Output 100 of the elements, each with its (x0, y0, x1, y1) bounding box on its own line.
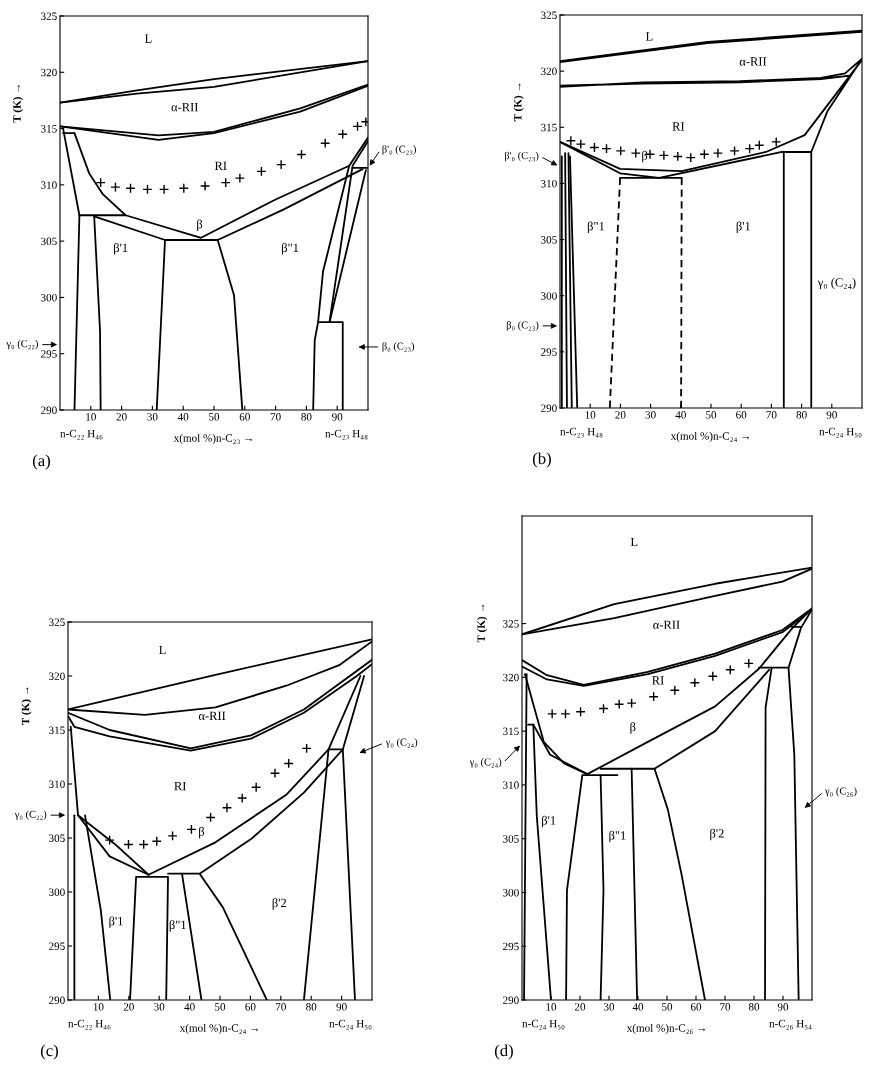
y-tick-label: 310 (541, 179, 557, 188)
text: γ₀ (C₂₂) (6, 339, 38, 350)
annotation: β'2 (272, 898, 287, 910)
annotation: β (199, 826, 205, 839)
y-tick-label: 290 (541, 404, 557, 412)
x-axis-title: x(mol %)n-C₂₃ → (173, 433, 253, 445)
annotation: β (197, 219, 203, 231)
y-tick-label: 295 (49, 942, 65, 950)
annotation: α-RII (653, 620, 680, 629)
x-tick-label: 50 (706, 411, 717, 419)
text: β'₀ (C₂₃) (382, 145, 416, 155)
x-axis-title: x(mol %)n-C₂₄ → (179, 1023, 259, 1035)
x-tick-label: 70 (270, 413, 281, 421)
x-tick-label: 90 (777, 1003, 789, 1011)
x-tick-label: 80 (306, 1003, 317, 1011)
text: n-C₂₄ H₅₀ (522, 1019, 565, 1030)
text: γ₀ (C₂₄) (469, 758, 502, 768)
x-tick-label: 50 (215, 1003, 226, 1011)
text: (a) (32, 454, 50, 470)
x-tick-label: 30 (603, 1003, 615, 1011)
x-tick-label: 30 (154, 1003, 165, 1011)
y-tick-label: 310 (49, 780, 65, 788)
y-tick-label: 320 (41, 68, 57, 77)
x-tick-label: 30 (147, 413, 158, 421)
text: n-C₂₂ H₄₆ (68, 1019, 111, 1030)
y-tick-label: 315 (503, 727, 519, 736)
text: γ₀ (C₂₄) (385, 738, 418, 748)
x-tick-label: 40 (675, 411, 686, 419)
y-tick-label: 310 (41, 181, 57, 189)
x-tick-label: 60 (239, 413, 250, 421)
y-tick-label: 320 (541, 67, 557, 76)
x-tick-label: 40 (632, 1003, 644, 1011)
annotation: RI (672, 122, 685, 131)
y-axis-title: T (K) → (477, 604, 488, 643)
text: n-C₂₃ H₄₈ (325, 429, 368, 440)
x-tick-label: 10 (93, 1003, 104, 1011)
x-tick-label: 60 (736, 411, 747, 419)
x-tick-label: 70 (720, 1003, 731, 1011)
y-tick-label: 315 (49, 726, 65, 734)
text: β'₀ (C₂₃) (504, 151, 539, 162)
text: (b) (532, 452, 551, 468)
x-tick-label: 70 (275, 1003, 286, 1011)
annotation: β'1 (109, 916, 123, 928)
text: β₀ (C₂₃) (382, 342, 415, 352)
y-tick-label: 295 (503, 942, 519, 951)
x-tick-label: 60 (690, 1003, 702, 1011)
text: (c) (40, 1044, 58, 1060)
annotation: γ₀ (C₂₄) (817, 277, 856, 290)
y-tick-label: 300 (503, 888, 519, 897)
x-tick-label: 20 (116, 413, 127, 421)
annotation: β"1 (587, 221, 605, 233)
text: n-C₂₄ H₅₀ (329, 1019, 372, 1030)
annotation: RI (652, 676, 664, 685)
annotation: α-RII (198, 711, 226, 721)
x-tick-label: 10 (546, 1003, 557, 1011)
y-tick-label: 305 (49, 834, 65, 842)
text: n-C₂₃ H₄₈ (560, 427, 603, 438)
x-tick-label: 90 (332, 413, 343, 421)
y-axis-title: T (K) → (21, 687, 32, 725)
x-tick-label: 30 (645, 411, 656, 419)
y-tick-label: 300 (49, 888, 65, 896)
y-tick-label: 300 (41, 293, 57, 302)
x-tick-label: 90 (336, 1003, 347, 1011)
annotation: β'2 (710, 828, 724, 841)
annotation: β"1 (282, 243, 299, 255)
text: (d) (494, 1044, 513, 1060)
text: β₀ (C₂₃) (506, 321, 539, 331)
y-tick-label: 325 (503, 620, 519, 628)
annotation: β'1 (736, 221, 750, 233)
y-tick-label: 305 (41, 237, 57, 246)
annotation: β (630, 722, 636, 734)
y-tick-label: 305 (503, 835, 519, 843)
text: n-C₂₄ H₅₀ (819, 427, 862, 438)
x-tick-label: 20 (615, 411, 626, 419)
y-tick-label: 290 (49, 996, 65, 1004)
y-tick-label: 295 (41, 350, 57, 358)
x-tick-label: 60 (245, 1003, 256, 1011)
y-tick-label: 290 (41, 406, 57, 414)
x-tick-label: 80 (796, 411, 807, 419)
annotation: α-RII (171, 103, 198, 112)
x-tick-label: 80 (748, 1003, 760, 1011)
annotation: RI (174, 782, 186, 791)
x-tick-label: 90 (826, 411, 837, 419)
y-tick-label: 315 (41, 125, 57, 133)
y-tick-label: 325 (541, 11, 557, 19)
annotation: L (630, 537, 638, 547)
text: γ₀ (C₂₆) (825, 787, 857, 797)
annotation: L (159, 645, 166, 655)
y-tick-label: 310 (503, 781, 519, 789)
x-tick-label: 40 (184, 1003, 195, 1011)
y-tick-label: 300 (541, 292, 557, 300)
annotation: β'1 (542, 815, 556, 828)
y-tick-label: 320 (503, 673, 519, 682)
x-axis-title: x(mol %)n-C₂₆ → (626, 1023, 706, 1035)
y-axis-title: T (K) → (513, 83, 524, 122)
x-tick-label: 80 (301, 413, 312, 421)
x-tick-label: 10 (86, 413, 96, 421)
annotation: L (144, 34, 152, 43)
text: γ₀ (C₂₂) (14, 810, 47, 820)
y-tick-label: 290 (503, 996, 519, 1004)
